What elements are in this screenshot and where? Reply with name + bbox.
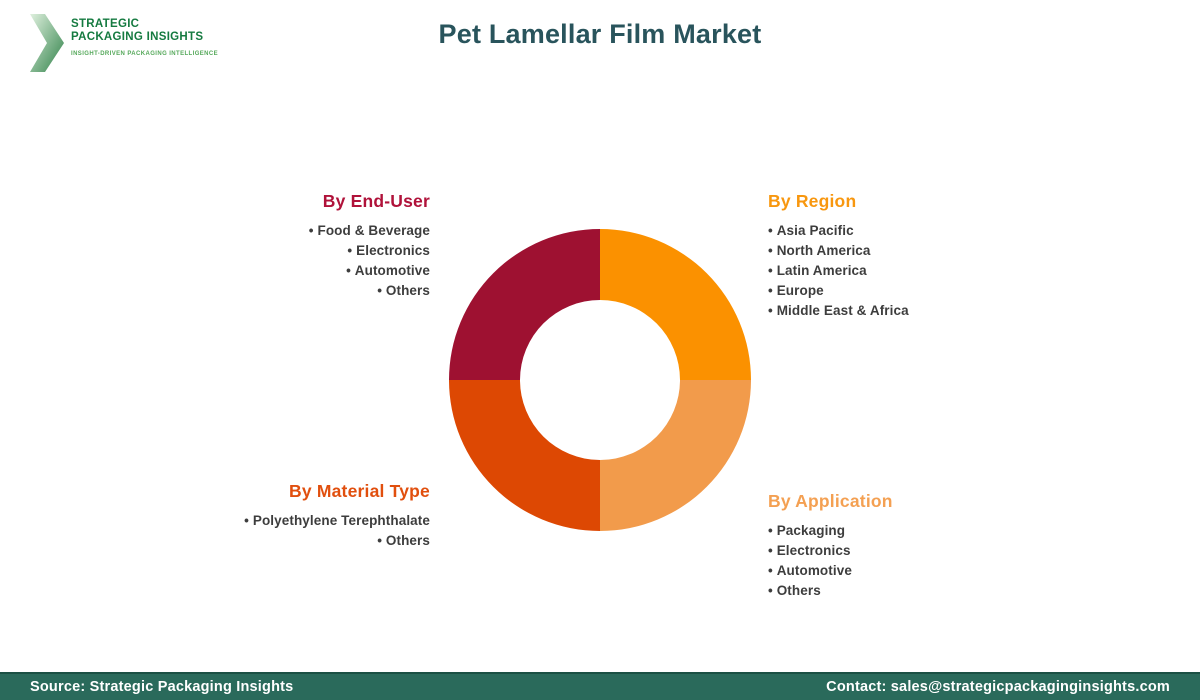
- section-by-end-user: By End-User Food & BeverageElectronicsAu…: [309, 190, 430, 301]
- logo-name-line2: PACKAGING INSIGHTS: [71, 31, 204, 43]
- list-item: Others: [768, 581, 893, 601]
- section-list-application: PackagingElectronicsAutomotiveOthers: [768, 521, 893, 601]
- brand-logo: STRATEGIC PACKAGING INSIGHTS INSIGHT-DRI…: [30, 10, 218, 72]
- list-item: Automotive: [309, 261, 430, 281]
- donut-segment-by-application: [600, 380, 751, 531]
- list-item: Electronics: [309, 241, 430, 261]
- logo-name-line1: STRATEGIC: [71, 18, 140, 30]
- list-item: North America: [768, 241, 909, 261]
- list-item: Food & Beverage: [309, 221, 430, 241]
- list-item: Packaging: [768, 521, 893, 541]
- logo-chevron-icon: [30, 14, 64, 72]
- donut-segment-by-end-user: [449, 229, 600, 380]
- list-item: Asia Pacific: [768, 221, 909, 241]
- list-item: Europe: [768, 281, 909, 301]
- footer-source: Source: Strategic Packaging Insights: [30, 679, 294, 695]
- section-by-material-type: By Material Type Polyethylene Terephthal…: [244, 480, 430, 551]
- list-item: Electronics: [768, 541, 893, 561]
- logo-tagline: INSIGHT-DRIVEN PACKAGING INTELLIGENCE: [71, 51, 219, 57]
- section-by-region: By Region Asia PacificNorth AmericaLatin…: [768, 190, 909, 321]
- list-item: Latin America: [768, 261, 909, 281]
- section-heading-region: By Region: [768, 191, 857, 211]
- logo-text: STRATEGIC PACKAGING INSIGHTS INSIGHT-DRI…: [71, 10, 218, 57]
- section-list-material-type: Polyethylene TerephthalateOthers: [244, 511, 430, 551]
- list-item: Others: [309, 281, 430, 301]
- section-heading-end-user: By End-User: [322, 191, 430, 211]
- footer-bar: Source: Strategic Packaging Insights Con…: [0, 672, 1200, 700]
- donut-segment-by-region: [600, 229, 751, 380]
- section-list-end-user: Food & BeverageElectronicsAutomotiveOthe…: [309, 221, 430, 301]
- section-heading-material-type: By Material Type: [289, 481, 430, 501]
- list-item: Middle East & Africa: [768, 301, 909, 321]
- section-by-application: By Application PackagingElectronicsAutom…: [768, 490, 893, 601]
- footer-contact: Contact: sales@strategicpackaginginsight…: [826, 679, 1170, 695]
- section-heading-application: By Application: [768, 491, 893, 511]
- list-item: Others: [244, 531, 430, 551]
- section-list-region: Asia PacificNorth AmericaLatin AmericaEu…: [768, 221, 909, 321]
- list-item: Polyethylene Terephthalate: [244, 511, 430, 531]
- list-item: Automotive: [768, 561, 893, 581]
- donut-segment-by-material-type: [449, 380, 600, 531]
- page-title: Pet Lamellar Film Market: [438, 19, 762, 49]
